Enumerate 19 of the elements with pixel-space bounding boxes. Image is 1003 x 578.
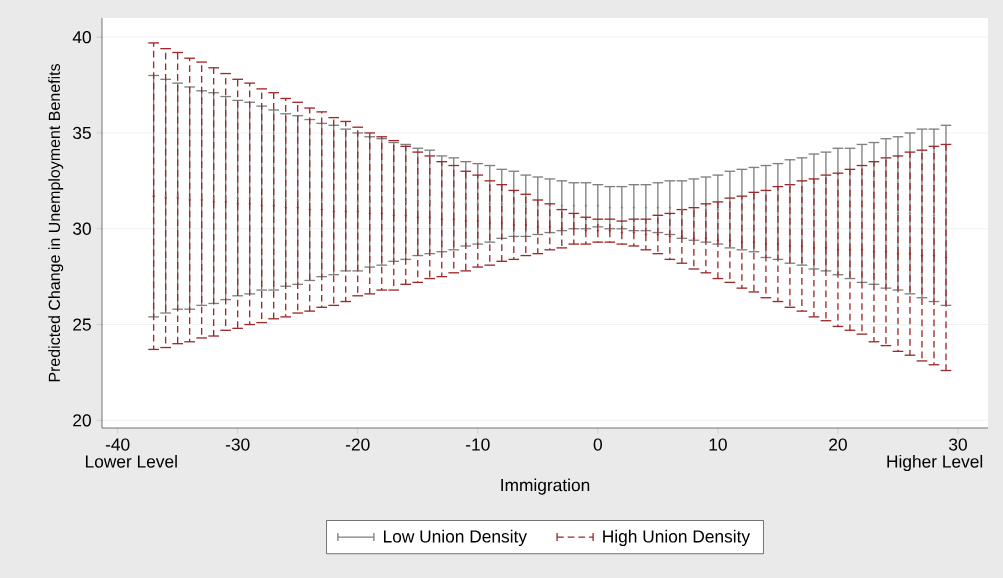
y-tick-label: 20 <box>73 414 91 427</box>
x-tick-label: -20 <box>345 438 370 451</box>
x-tick-label: 30 <box>949 438 967 451</box>
x-tick-label: 20 <box>829 438 847 451</box>
legend-label: High Union Density <box>603 529 751 546</box>
x-tick-label: -10 <box>466 438 490 451</box>
text: Lower Level <box>85 454 177 468</box>
y-tick-label: 30 <box>73 222 91 235</box>
legend-label: Low Union Density <box>383 529 528 546</box>
y-tick-label: 40 <box>72 31 91 44</box>
text: Higher Level <box>887 454 983 472</box>
y-axis-title: Predicted Change in Unemployment Benefits <box>48 63 64 382</box>
x-tick-label: -40 <box>105 438 130 451</box>
y-tick-label: 25 <box>73 318 91 331</box>
x-tick-label: 0 <box>593 438 602 451</box>
y-tick-label: 35 <box>73 126 91 140</box>
x-tick-label: -30 <box>225 438 250 451</box>
x-tick-label: 10 <box>709 438 727 451</box>
x-axis-title: Immigration <box>501 478 590 495</box>
